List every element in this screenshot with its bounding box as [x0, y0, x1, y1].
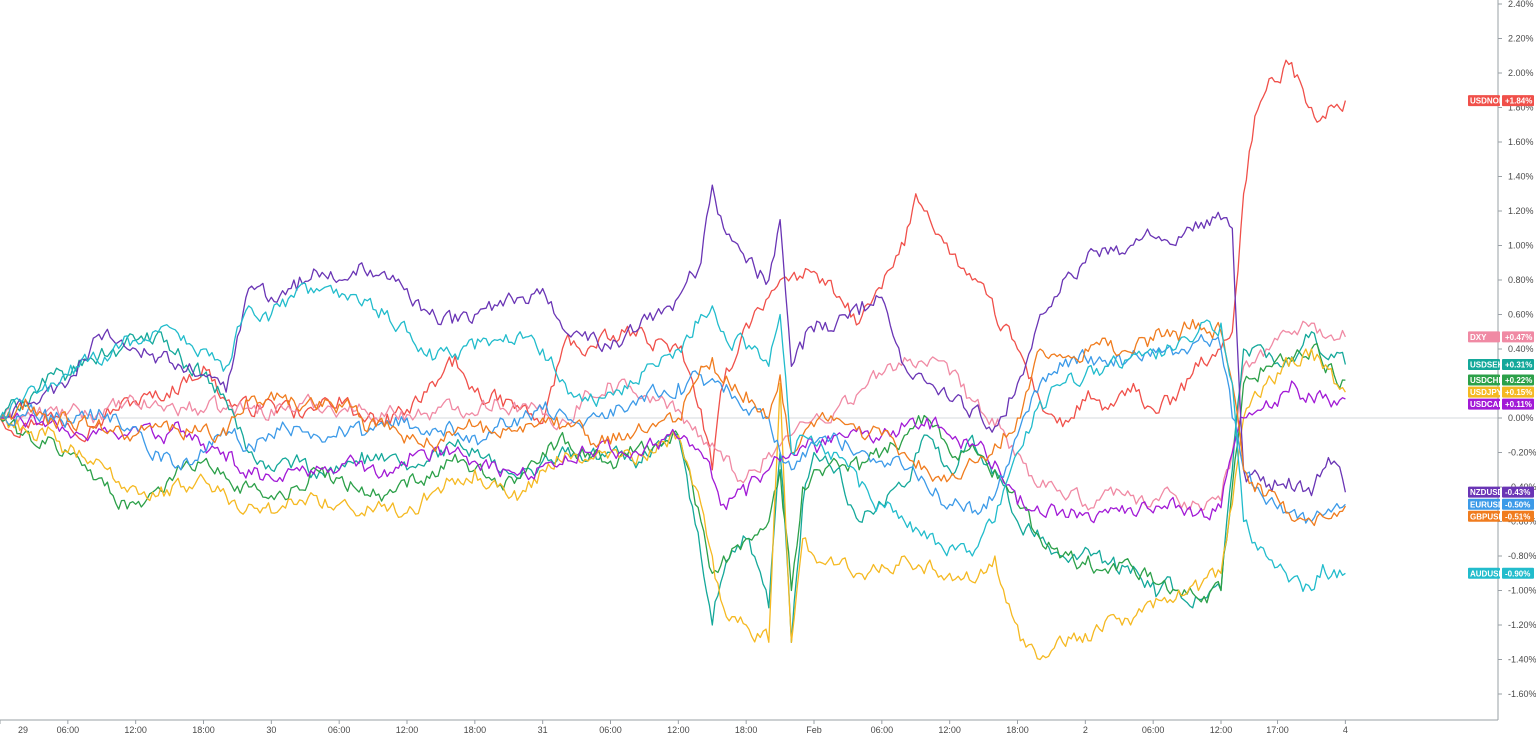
- y-tick-label: 0.40%: [1508, 344, 1534, 354]
- series-line-gbpusd[interactable]: [0, 318, 1346, 527]
- y-tick-label: -1.20%: [1508, 620, 1536, 630]
- x-tick-label: 17:00: [1266, 725, 1289, 735]
- y-tick-label: -1.60%: [1508, 689, 1536, 699]
- series-value-label: -0.51%: [1505, 512, 1530, 521]
- series-value-badge-usdchf: [1502, 374, 1534, 386]
- series-name-badge-gbpusd[interactable]: [1468, 510, 1500, 522]
- series-name-label: AUDUSD: [1470, 569, 1504, 578]
- x-tick-label: Feb: [806, 725, 822, 735]
- y-tick-label: 0.00%: [1508, 413, 1534, 423]
- x-tick-label: 4: [1343, 725, 1348, 735]
- series-value-label: +0.11%: [1505, 400, 1532, 409]
- series-value-label: +0.47%: [1505, 333, 1532, 342]
- y-tick-label: 1.20%: [1508, 206, 1534, 216]
- series-name-label: USDCHF: [1470, 376, 1503, 385]
- series-line-usdcad[interactable]: [0, 380, 1346, 524]
- x-tick-label: 06:00: [599, 725, 622, 735]
- x-tick-label: 18:00: [192, 725, 215, 735]
- series-layer: [0, 59, 1347, 661]
- series-name-label: GBPUSD: [1470, 512, 1504, 521]
- x-tick-label: 12:00: [1210, 725, 1233, 735]
- series-value-label: +1.84%: [1505, 97, 1532, 106]
- y-tick-label: 2.40%: [1508, 0, 1534, 9]
- series-name-badge-nzdusd[interactable]: [1468, 486, 1500, 498]
- series-value-badge-audusd: [1502, 567, 1534, 579]
- series-value-label: +0.31%: [1505, 361, 1532, 370]
- y-tick-label: 1.00%: [1508, 241, 1534, 251]
- series-name-label: USDCAD: [1470, 400, 1504, 409]
- series-line-usdnok[interactable]: [0, 59, 1347, 471]
- series-name-badge-usdcad[interactable]: [1468, 398, 1500, 410]
- series-value-badge-nzdusd: [1502, 486, 1534, 498]
- x-tick-label: 12:00: [396, 725, 419, 735]
- x-tick-label: 12:00: [938, 725, 961, 735]
- series-name-badge-usdchf[interactable]: [1468, 374, 1500, 386]
- series-value-label: +0.22%: [1505, 376, 1532, 385]
- series-name-label: DXY: [1470, 333, 1487, 342]
- series-name-label: USDJPY: [1470, 388, 1503, 397]
- last-value-badges: USDNOK +1.84%DXY +0.47%USDSEK +0.31%USDCHF +…: [1468, 95, 1534, 579]
- series-line-usdchf[interactable]: [0, 342, 1346, 604]
- x-tick-label: 06:00: [1142, 725, 1165, 735]
- series-value-label: -0.50%: [1505, 500, 1530, 509]
- x-tick-label: 30: [266, 725, 276, 735]
- price-axis[interactable]: 2.40% 2.20% 2.00% 1.80% 1.60% 1.40% 1.20% 1.00%…: [1498, 0, 1536, 699]
- series-name-label: USDNOK: [1470, 97, 1505, 106]
- x-tick-label: 06:00: [871, 725, 894, 735]
- series-name-label: USDSEK: [1470, 361, 1504, 370]
- series-name-badge-usdjpy[interactable]: [1468, 386, 1500, 398]
- x-tick-label: 12:00: [667, 725, 690, 735]
- series-line-dxy[interactable]: [0, 320, 1346, 511]
- series-value-badge-usdnok: [1502, 95, 1534, 107]
- x-tick-label: 06:00: [328, 725, 351, 735]
- y-tick-label: 1.40%: [1508, 172, 1534, 182]
- series-value-badge-usdjpy: [1502, 386, 1534, 398]
- series-value-badge-eurusd: [1502, 498, 1534, 510]
- y-tick-label: 0.60%: [1508, 310, 1534, 320]
- series-line-audusd[interactable]: [0, 282, 1346, 593]
- y-tick-label: -1.00%: [1508, 586, 1536, 596]
- series-value-label: -0.43%: [1505, 488, 1530, 497]
- series-value-badge-gbpusd: [1502, 510, 1534, 522]
- x-tick-label: 18:00: [735, 725, 758, 735]
- y-tick-label: -0.80%: [1508, 551, 1536, 561]
- series-value-label: -0.90%: [1505, 569, 1530, 578]
- time-axis[interactable]: 29 06:00 12:00 18:00 30 06:00 12:00 18:00 31 06:0…: [0, 720, 1348, 735]
- series-line-nzdusd[interactable]: [0, 184, 1347, 497]
- x-tick-label: 18:00: [464, 725, 487, 735]
- x-tick-label: 18:00: [1006, 725, 1029, 735]
- series-value-badge-usdsek: [1502, 359, 1534, 371]
- series-name-badge-usdnok[interactable]: [1468, 95, 1500, 107]
- x-tick-label: 29: [18, 725, 28, 735]
- x-tick-label: 31: [538, 725, 548, 735]
- series-name-badge-eurusd[interactable]: [1468, 498, 1500, 510]
- series-name-badge-dxy[interactable]: [1468, 331, 1500, 343]
- x-tick-label: 12:00: [124, 725, 147, 735]
- y-tick-label: 2.20%: [1508, 34, 1534, 44]
- y-tick-label: 2.00%: [1508, 68, 1534, 78]
- y-tick-label: 0.80%: [1508, 275, 1534, 285]
- series-value-badge-dxy: [1502, 331, 1534, 343]
- series-value-badge-usdcad: [1502, 398, 1534, 410]
- series-name-badge-usdsek[interactable]: [1468, 359, 1500, 371]
- y-tick-label: 1.60%: [1508, 137, 1534, 147]
- y-tick-label: 1.80%: [1508, 103, 1534, 113]
- series-name-badge-audusd[interactable]: [1468, 567, 1500, 579]
- y-tick-label: -0.20%: [1508, 448, 1536, 458]
- series-name-label: EURUSD: [1470, 500, 1504, 509]
- series-value-label: +0.15%: [1505, 388, 1532, 397]
- x-tick-label: 2: [1083, 725, 1088, 735]
- series-name-label: NZDUSD: [1470, 488, 1504, 497]
- x-tick-label: 06:00: [57, 725, 80, 735]
- y-tick-label: -1.40%: [1508, 655, 1536, 665]
